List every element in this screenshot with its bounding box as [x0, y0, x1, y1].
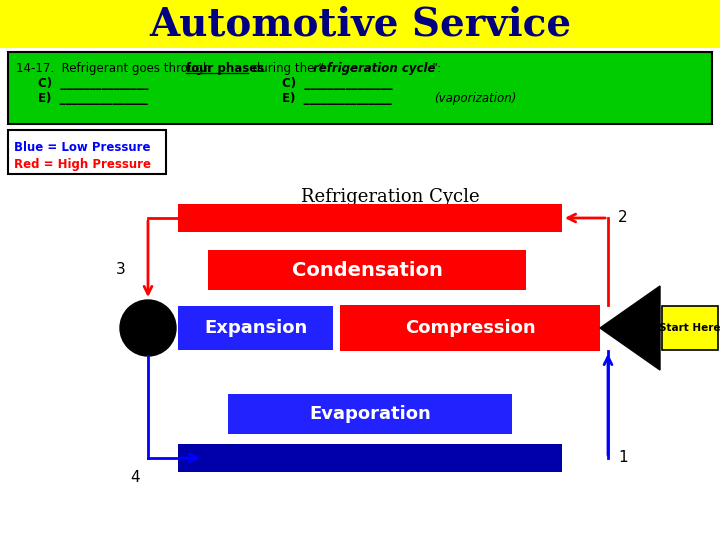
Text: Condensation: Condensation	[292, 261, 442, 280]
Text: ”:: ”:	[432, 62, 442, 75]
Text: refrigeration cycle: refrigeration cycle	[313, 62, 436, 75]
FancyBboxPatch shape	[228, 394, 512, 434]
Text: 1: 1	[618, 450, 628, 465]
FancyBboxPatch shape	[8, 52, 712, 124]
FancyBboxPatch shape	[178, 444, 562, 472]
Text: Start Here: Start Here	[660, 323, 720, 333]
Text: Blue = Low Pressure: Blue = Low Pressure	[14, 141, 150, 154]
FancyBboxPatch shape	[662, 306, 718, 350]
Circle shape	[120, 300, 176, 356]
Text: Evaporation: Evaporation	[309, 405, 431, 423]
FancyBboxPatch shape	[208, 250, 526, 290]
Text: 4: 4	[130, 470, 140, 485]
Text: E)  _______________: E) _______________	[38, 92, 148, 105]
Text: C)  _______________: C) _______________	[282, 77, 392, 90]
FancyBboxPatch shape	[178, 306, 333, 350]
Text: 14-17.  Refrigerant goes through: 14-17. Refrigerant goes through	[16, 62, 214, 75]
Text: Expansion: Expansion	[204, 319, 307, 337]
FancyBboxPatch shape	[8, 130, 166, 174]
Text: C)  _______________: C) _______________	[38, 77, 148, 90]
Text: Compression: Compression	[405, 319, 535, 337]
Text: four phases: four phases	[186, 62, 264, 75]
Text: during the “: during the “	[249, 62, 324, 75]
Text: Red = High Pressure: Red = High Pressure	[14, 158, 151, 171]
FancyBboxPatch shape	[178, 204, 562, 232]
Polygon shape	[600, 286, 660, 370]
FancyBboxPatch shape	[340, 305, 600, 351]
Text: 2: 2	[618, 211, 628, 226]
FancyBboxPatch shape	[0, 0, 720, 48]
Text: E)  _______________: E) _______________	[282, 92, 396, 105]
Text: 3: 3	[116, 262, 126, 278]
Text: (vaporization): (vaporization)	[434, 92, 516, 105]
Text: Automotive Service: Automotive Service	[149, 5, 571, 43]
Text: Refrigeration Cycle: Refrigeration Cycle	[301, 188, 480, 206]
